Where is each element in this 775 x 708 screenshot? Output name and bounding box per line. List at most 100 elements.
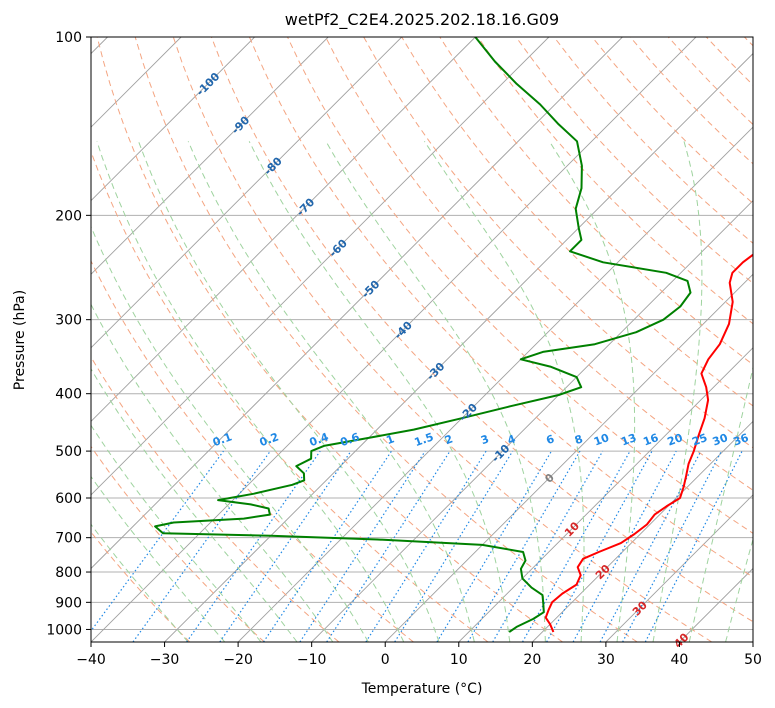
- moist-adiabat: [423, 141, 585, 642]
- isotherm-line: [311, 200, 753, 642]
- moist-adiabat: [138, 141, 440, 642]
- dry-adiabat: [515, 37, 753, 284]
- dry-adiabat: [91, 531, 191, 642]
- isotherm-line: [164, 52, 753, 642]
- plot-frame: [90, 36, 754, 643]
- dry-adiabat: [210, 37, 753, 623]
- mixing-ratio-label: 16: [641, 431, 660, 449]
- mixing-ratio-label: 30: [711, 431, 730, 449]
- chart-title: wetPf2_C2E4.2025.202.18.16.G09: [285, 10, 559, 30]
- isotherm-line: [384, 273, 753, 642]
- isotherm-label: -90: [229, 113, 252, 136]
- mixing-ratio-line: [186, 450, 321, 642]
- isotherm-line: [91, 37, 255, 202]
- isotherm-label: -60: [327, 237, 350, 260]
- mixing-ratio-label: 1: [385, 432, 397, 447]
- x-tick-label: 30: [597, 652, 615, 668]
- isotherm-label: -50: [359, 278, 382, 301]
- moist-adiabat: [248, 141, 511, 642]
- mixing-ratio-label: 2: [443, 432, 455, 447]
- dry-adiabat: [287, 37, 753, 534]
- isotherm-label: -30: [424, 360, 447, 383]
- moist-adiabat: [548, 141, 636, 642]
- y-tick-label: 300: [55, 313, 82, 329]
- x-tick-label: 10: [450, 652, 468, 668]
- dry-adiabat: [91, 259, 414, 642]
- moist-adiabat: [187, 141, 475, 642]
- x-tick-label: 40: [671, 652, 689, 668]
- moist-adiabat: [91, 523, 189, 642]
- dry-adiabat: [91, 356, 340, 642]
- dry-adiabat: [591, 37, 753, 204]
- mixing-ratio-label: 0.2: [258, 430, 281, 449]
- isotherm-label: -40: [392, 319, 415, 342]
- mixing-ratio-line: [365, 450, 487, 642]
- mixing-ratio-label: 1.5: [413, 430, 436, 449]
- mixing-ratio-line: [219, 450, 352, 642]
- y-tick-label: 100: [55, 30, 82, 46]
- x-tick-label: −20: [223, 652, 253, 668]
- mixing-ratio-label: 13: [619, 431, 638, 448]
- moist-adiabat: [96, 141, 405, 642]
- isotherm-label: 30: [630, 598, 650, 618]
- isotherm-line: [237, 126, 753, 642]
- isotherm-label: 10: [562, 519, 582, 539]
- moist-adiabat: [91, 303, 334, 642]
- isotherm-line: [91, 37, 697, 642]
- mixing-ratio-label: 20: [666, 431, 685, 449]
- mixing-ratio-label: 0.6: [338, 430, 361, 449]
- y-tick-label: 600: [55, 491, 82, 507]
- x-tick-label: 20: [523, 652, 541, 668]
- dry-adiabat: [705, 37, 753, 86]
- mixing-ratio-label: 0.4: [308, 430, 331, 449]
- x-tick-label: −40: [76, 652, 106, 668]
- mixing-ratio-label: 36: [731, 431, 750, 449]
- dry-adiabat: [91, 445, 265, 642]
- isotherm-line: [532, 420, 753, 642]
- dewpoint-profile: [154, 37, 692, 633]
- mixing-ratio-line: [521, 450, 631, 642]
- mixing-ratio-line: [436, 450, 553, 642]
- x-axis-ticks: −40 −30 −20 −10 0 10 20 30 40 50: [76, 642, 762, 668]
- x-tick-label: 50: [744, 652, 762, 668]
- y-tick-label: 1000: [46, 622, 82, 638]
- isotherm-line: [91, 37, 623, 570]
- mixing-ratio-label: 4: [506, 432, 518, 447]
- isotherm-line: [679, 567, 753, 642]
- x-tick-label: −10: [297, 652, 327, 668]
- dry-adiabat: [248, 37, 753, 578]
- temperature-profile: [544, 253, 753, 633]
- moist-adiabat: [91, 424, 262, 642]
- mixing-ratio-line: [326, 450, 451, 642]
- dry-adiabat: [91, 150, 489, 642]
- mixing-ratio-label: 3: [479, 432, 491, 447]
- plot-grid: [91, 37, 753, 642]
- isotherm-line: [91, 37, 329, 275]
- mixing-ratio-label: 8: [573, 432, 585, 447]
- isotherm-line: [91, 37, 403, 349]
- mixing-ratio-line: [91, 450, 224, 632]
- mixing-ratio-label: 6: [544, 432, 556, 447]
- x-tick-label: 0: [381, 652, 390, 668]
- isotherm-line: [91, 37, 550, 496]
- isotherm-label: 20: [593, 562, 613, 582]
- y-tick-label: 500: [55, 444, 82, 460]
- dry-adiabat: [325, 37, 753, 491]
- mixing-ratio-line: [546, 450, 653, 642]
- mixing-ratio-label: 0.1: [211, 430, 234, 449]
- y-tick-label: 900: [55, 595, 82, 611]
- moist-adiabat: [91, 368, 298, 642]
- mixing-ratio-line: [572, 450, 677, 642]
- isotherm-line: [752, 641, 753, 642]
- mixing-ratio-line: [299, 450, 426, 642]
- isotherm-label: -100: [194, 70, 223, 99]
- mixing-ratio-line: [263, 450, 392, 642]
- moist-adiabat: [725, 537, 753, 642]
- y-tick-label: 800: [55, 565, 82, 581]
- isotherm-label: -20: [457, 401, 480, 424]
- dry-adiabat: [134, 37, 638, 642]
- mixing-ratio-line: [394, 450, 514, 642]
- mixing-ratio-line: [644, 450, 743, 642]
- mixing-ratio-label: 10: [592, 431, 611, 449]
